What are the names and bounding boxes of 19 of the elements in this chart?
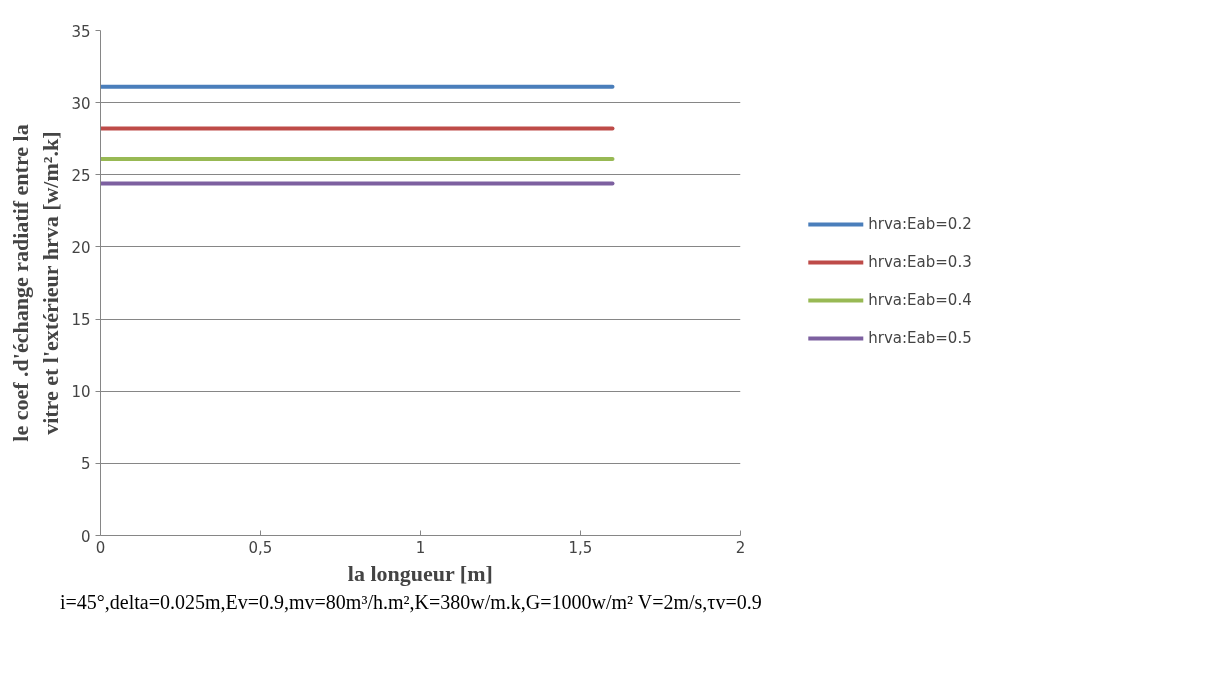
x-tick-label: 0 <box>95 538 106 557</box>
y-tick-label: 30 <box>71 94 91 113</box>
y-tick-label: 25 <box>71 166 91 185</box>
text: i=45°,delta=0.025m,Ev=0.9,mv=80m³/h.m²,K=380w/m.k,G=1000w/m² V=2m/s,τv=0.9 <box>60 590 762 615</box>
x-tick-label: 0,5 <box>248 538 273 557</box>
x-tick-label: 1,5 <box>568 538 593 557</box>
y-tick-label: 15 <box>71 311 91 330</box>
y-axis-title: le coef .d'échange radiatif entre la vitre et l'extérieur hrva [w/m².k] <box>8 124 64 442</box>
legend-label: hrva:Eab=0.3 <box>868 253 972 271</box>
x-tick-label: 2 <box>735 538 746 557</box>
y-tick-label: 35 <box>71 22 91 41</box>
x-axis-title: la longueur [m] <box>347 560 493 586</box>
y-tick-label: 5 <box>80 455 91 474</box>
y-tick-label: 10 <box>71 383 91 402</box>
legend-label: hrva:Eab=0.4 <box>868 291 972 309</box>
y-tick-label: 20 <box>71 238 91 257</box>
legend-label: hrva:Eab=0.5 <box>868 329 972 347</box>
legend-label: hrva:Eab=0.2 <box>868 215 972 233</box>
x-tick-label: 1 <box>415 538 426 557</box>
